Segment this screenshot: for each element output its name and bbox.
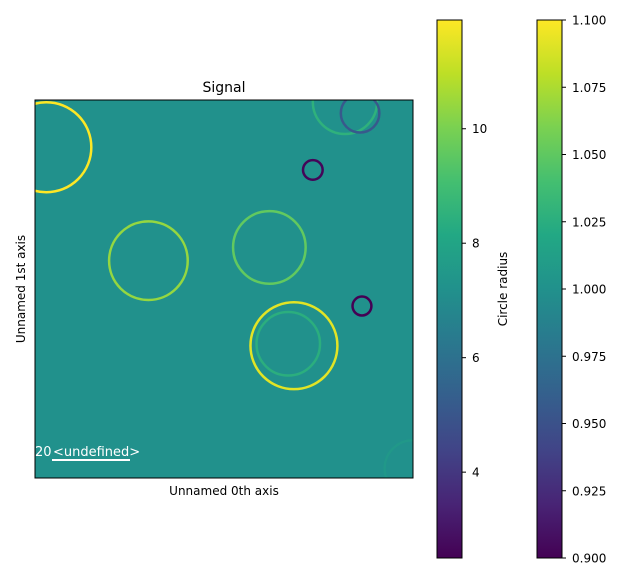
circle-marker [107,220,189,302]
plot-frame [34,99,414,479]
colorbar-tick-label: 1.025 [572,215,606,229]
colorbar-radius-label: Circle radius [496,252,510,327]
circle-marker [301,158,324,182]
colorbar-tick-label: 1.050 [572,148,606,162]
colorbar-tick-label: 0.975 [572,350,606,364]
circle-marker [231,209,307,285]
colorbar-radius [436,19,463,559]
plot-background [35,100,413,478]
scalebar-label: <undefined> [53,445,140,460]
colorbar-radius-ticks: 4 6 8 10 [462,122,487,480]
x-axis-label: Unnamed 0th axis [169,484,279,498]
colorbar-tick-label: 1.075 [572,81,606,95]
y-axis-label: Unnamed 1st axis [14,235,28,343]
chart-title: Signal [202,80,245,96]
circle-marker [339,100,381,134]
scalebar-value: 20 [35,445,52,460]
circle-marker [255,310,322,377]
colorbar-tick-label: 6 [472,351,480,365]
colorbar-tick-label: 0.950 [572,417,606,431]
colorbar-tick-label: 1.000 [572,283,606,297]
circle-marker [249,300,339,391]
colorbar-value-ticks: 0.900 0.925 0.950 0.975 1.000 1.025 1.050 1.075… [562,14,606,566]
colorbar-tick-label: 4 [472,466,480,480]
colorbar-tick-label: 8 [472,237,480,251]
circle-marker [351,295,373,317]
colorbar-tick-label: 0.925 [572,484,606,498]
colorbar-tick-label: 1.100 [572,14,606,28]
circle-marker [35,101,93,194]
colorbar-tick-label: 0.900 [572,552,606,566]
colorbar-tick-label: 10 [472,122,487,136]
colorbar-value [536,19,563,559]
circles-layer [35,100,413,478]
